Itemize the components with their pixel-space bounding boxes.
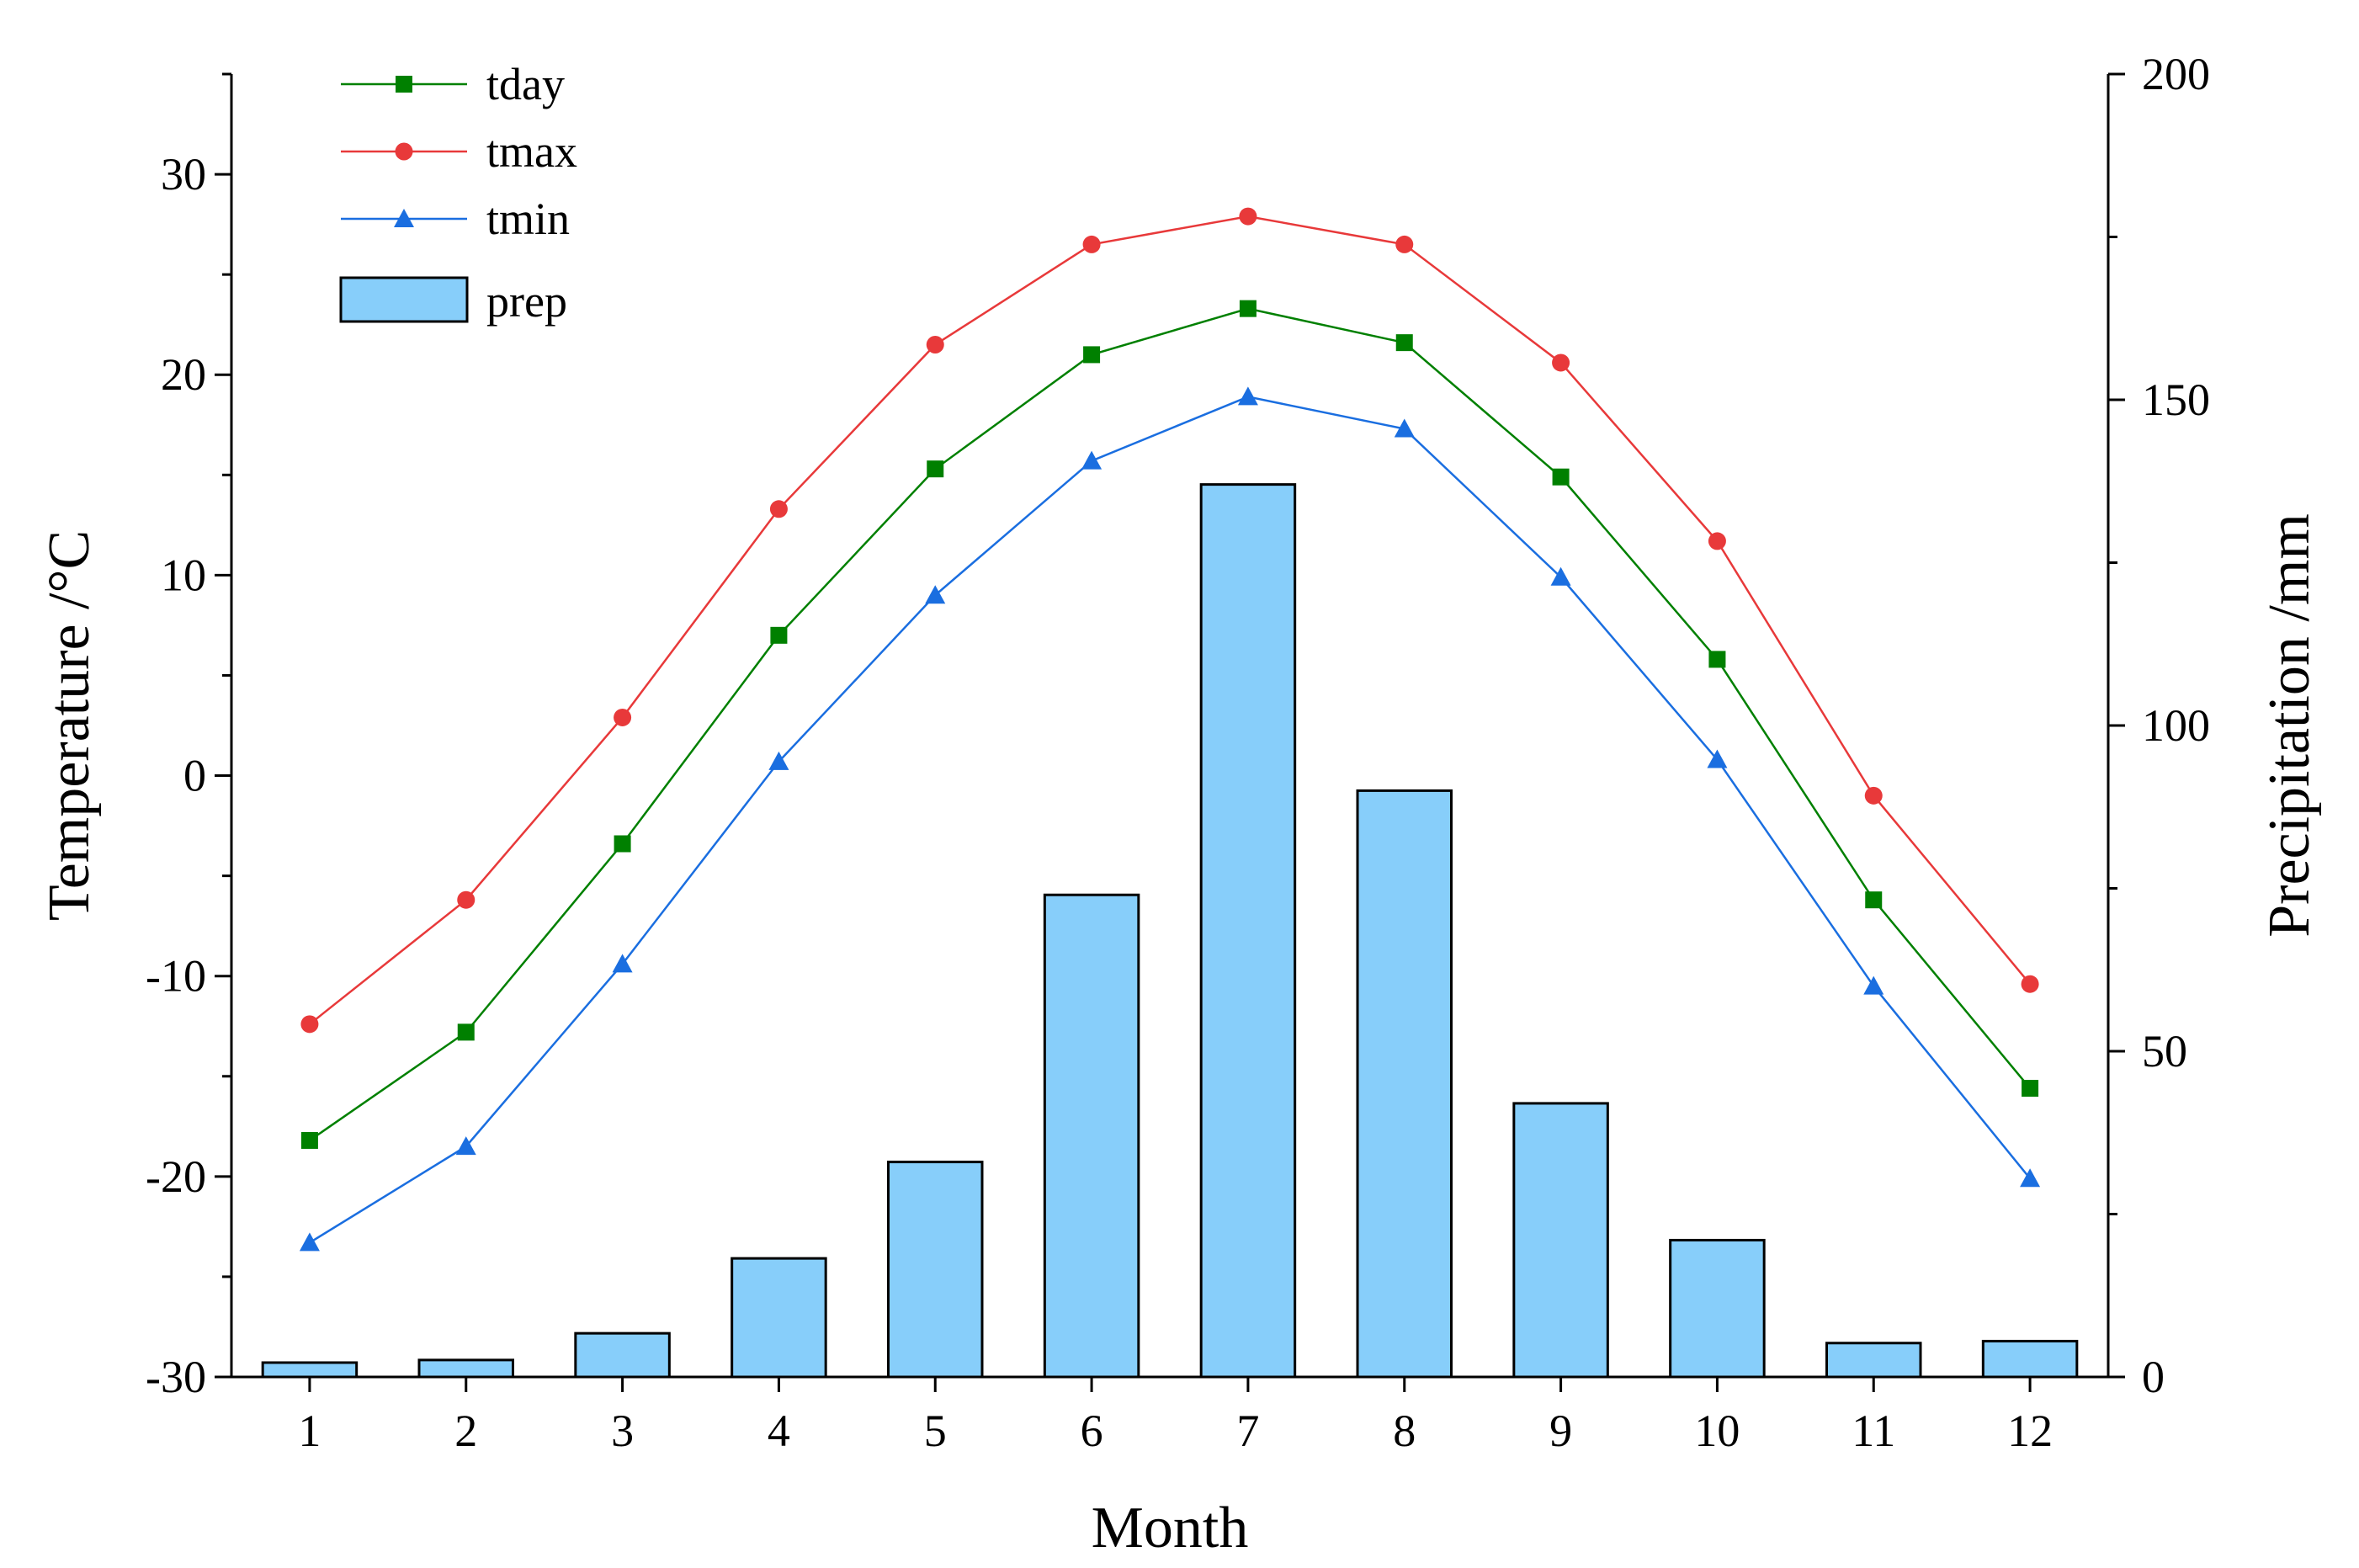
bar-prep-10 xyxy=(1669,1238,1766,1379)
x-tick-label: 9 xyxy=(1549,1406,1572,1456)
point-tday-5 xyxy=(927,460,944,478)
legend-marker-tmin xyxy=(394,209,414,227)
x-tick-label: 3 xyxy=(611,1406,634,1456)
y-left-tick-label: -10 xyxy=(146,951,206,1002)
point-tday-1 xyxy=(300,1131,318,1149)
point-tmax-10 xyxy=(1708,532,1726,550)
x-tick-label: 4 xyxy=(768,1406,790,1456)
y-axis-right-title: Precipitation /mm xyxy=(2257,513,2322,938)
point-tmin-3 xyxy=(612,954,633,973)
point-tday-3 xyxy=(614,835,631,853)
point-tmax-3 xyxy=(614,708,632,726)
point-tmin-1 xyxy=(299,1232,320,1252)
y-right-tick-label: 150 xyxy=(2142,375,2210,425)
legend-label-tmax: tmax xyxy=(486,126,577,177)
legend-marker-tmax xyxy=(395,142,413,161)
x-tick-label: 5 xyxy=(924,1406,947,1456)
bar-prep-12 xyxy=(1981,1339,2079,1379)
x-tick-label: 10 xyxy=(1694,1406,1740,1456)
y-left-tick-label: -20 xyxy=(146,1151,206,1202)
y-left-tick-label: 20 xyxy=(161,349,206,400)
x-tick-label: 1 xyxy=(298,1406,321,1456)
bar-prep-3 xyxy=(574,1331,671,1379)
x-tick-label: 12 xyxy=(2007,1406,2053,1456)
point-tmin-5 xyxy=(925,585,946,604)
y-left-tick-label: 10 xyxy=(161,550,206,600)
x-tick-label: 7 xyxy=(1236,1406,1259,1456)
point-tmax-11 xyxy=(1864,786,1883,805)
point-tday-2 xyxy=(457,1023,475,1041)
point-tmin-2 xyxy=(455,1136,476,1156)
line-tmax xyxy=(309,215,2032,1025)
point-tday-6 xyxy=(1083,346,1101,364)
point-tmax-2 xyxy=(457,890,476,909)
y-left-tick-label: 0 xyxy=(183,751,206,801)
point-tmax-9 xyxy=(1552,353,1570,372)
bar-prep-4 xyxy=(731,1257,827,1379)
x-tick-label: 6 xyxy=(1081,1406,1103,1456)
point-tday-7 xyxy=(1239,300,1257,317)
legend-marker-tday xyxy=(396,76,412,93)
bars-layer xyxy=(261,483,2079,1379)
y-left-tick-label: 30 xyxy=(161,149,206,199)
point-tmax-4 xyxy=(769,500,788,518)
point-tmin-8 xyxy=(1394,418,1415,438)
point-tmin-6 xyxy=(1081,450,1102,470)
bar-prep-2 xyxy=(417,1358,514,1379)
point-tmin-9 xyxy=(1550,566,1571,586)
point-tmax-6 xyxy=(1082,235,1101,253)
x-tick-label: 2 xyxy=(454,1406,477,1456)
point-tmax-5 xyxy=(926,336,944,354)
point-tmin-4 xyxy=(768,751,789,770)
line-tday xyxy=(309,307,2032,1142)
bar-prep-5 xyxy=(887,1161,984,1379)
y-right-tick-label: 50 xyxy=(2142,1026,2187,1076)
point-tday-12 xyxy=(2022,1080,2039,1098)
bar-prep-7 xyxy=(1199,483,1297,1379)
point-tday-10 xyxy=(1708,651,1726,668)
y-right-tick-label: 100 xyxy=(2142,700,2210,751)
bar-prep-6 xyxy=(1043,893,1140,1379)
point-tmax-7 xyxy=(1239,207,1257,226)
legend-swatch-prep xyxy=(339,276,469,323)
point-tmin-7 xyxy=(1237,386,1258,406)
legend-label-prep: prep xyxy=(486,276,567,327)
point-tmax-1 xyxy=(300,1015,319,1034)
point-tmin-12 xyxy=(2020,1168,2041,1188)
y-axis-left-title: Temperature /°C xyxy=(37,530,102,921)
bar-prep-11 xyxy=(1825,1342,1922,1379)
point-tday-8 xyxy=(1395,334,1413,352)
x-tick-label: 8 xyxy=(1393,1406,1416,1456)
legend: tday tmax tmin prep xyxy=(339,59,577,327)
y-left-tick-label: -30 xyxy=(146,1352,206,1402)
point-tday-9 xyxy=(1552,468,1570,486)
bar-prep-9 xyxy=(1512,1102,1609,1379)
legend-label-tday: tday xyxy=(486,59,565,109)
bar-prep-1 xyxy=(261,1361,359,1379)
bar-prep-8 xyxy=(1356,789,1453,1379)
point-tmax-8 xyxy=(1395,235,1414,253)
axes-layer xyxy=(230,74,2110,1379)
legend-label-tmin: tmin xyxy=(486,194,570,244)
line-tmin xyxy=(309,396,2032,1244)
y-right-tick-label: 200 xyxy=(2142,49,2210,99)
y-right-tick-label: 0 xyxy=(2142,1352,2165,1402)
point-tday-4 xyxy=(770,626,788,644)
x-axis-title: Month xyxy=(1092,1496,1249,1560)
point-tmax-12 xyxy=(2021,975,2039,993)
lines-layer xyxy=(299,207,2041,1252)
x-tick-label: 11 xyxy=(1852,1406,1895,1456)
point-tmin-10 xyxy=(1707,749,1728,768)
point-tmin-11 xyxy=(1863,975,1884,995)
point-tday-11 xyxy=(1865,891,1883,909)
